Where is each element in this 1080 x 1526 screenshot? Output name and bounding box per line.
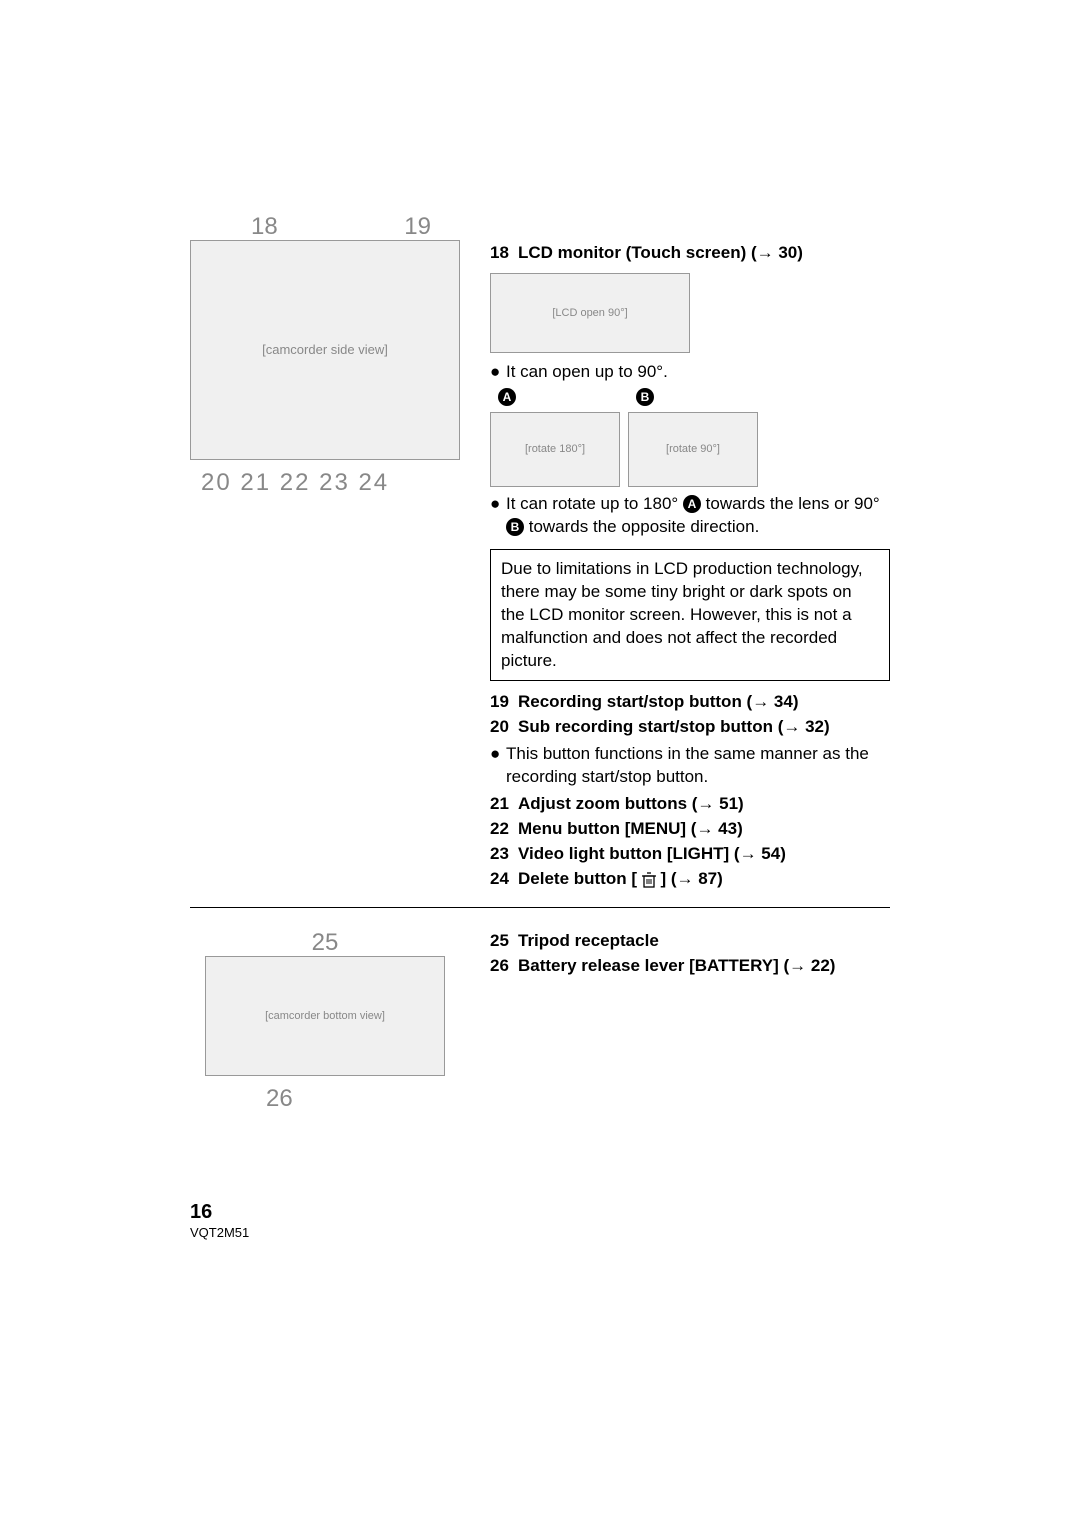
label-a-icon: A [498, 388, 516, 406]
item-19-text: Recording start/stop button (→ 34) [518, 691, 890, 714]
camcorder-bottom-diagram: [camcorder bottom view] 25 26 [205, 956, 445, 1076]
bottom-left-column: [camcorder bottom view] 25 26 [190, 928, 460, 1076]
item-19: 19 Recording start/stop button (→ 34) [490, 691, 890, 714]
item-22: 22 Menu button [MENU] (→ 43) [490, 818, 890, 841]
callout-18: 18 [251, 211, 278, 243]
item-20: 20 Sub recording start/stop button (→ 32… [490, 716, 890, 739]
page-number: 16 [190, 1199, 212, 1226]
trash-icon [642, 872, 656, 888]
rotate-line: ● It can rotate up to 180° A towards the… [490, 493, 890, 539]
item-22-text: Menu button [MENU] (→ 43) [518, 818, 890, 841]
inline-a-icon: A [683, 495, 701, 513]
item-22-number: 22 [490, 818, 518, 841]
rotate-diagram-pair: [rotate 180°] [rotate 90°] [490, 412, 890, 487]
camcorder-side-diagram: [camcorder side view] 18 19 20 21 22 23 … [190, 240, 460, 460]
item-25-number: 25 [490, 930, 518, 953]
label-b-icon: B [636, 388, 654, 406]
item-23: 23 Video light button [LIGHT] (→ 54) [490, 843, 890, 866]
rotate-b-diagram: [rotate 90°] [628, 412, 758, 487]
callout-top-row: 18 19 [251, 211, 431, 243]
item-26-number: 26 [490, 955, 518, 978]
open-90-line: ● It can open up to 90°. [490, 361, 890, 384]
callout-bottom-row: 20 21 22 23 24 [201, 467, 389, 499]
item-21-number: 21 [490, 793, 518, 816]
item-23-text: Video light button [LIGHT] (→ 54) [518, 843, 890, 866]
item-21: 21 Adjust zoom buttons (→ 51) [490, 793, 890, 816]
item-21-text: Adjust zoom buttons (→ 51) [518, 793, 890, 816]
rotate-text: It can rotate up to 180° A towards the l… [506, 493, 890, 539]
item-20-text: Sub recording start/stop button (→ 32) [518, 716, 890, 739]
item-19-number: 19 [490, 691, 518, 714]
ab-label-row: A B [498, 388, 890, 406]
right-column: 18 LCD monitor (Touch screen) (→ 30) [LC… [490, 240, 890, 893]
item-20-number: 20 [490, 716, 518, 739]
item-18: 18 LCD monitor (Touch screen) (→ 30) [490, 242, 890, 265]
open-90-text: It can open up to 90°. [506, 361, 668, 384]
section-divider [190, 907, 890, 908]
item-25: 25 Tripod receptacle [490, 930, 890, 953]
callout-19: 19 [404, 211, 431, 243]
item-24-text: Delete button [ ] (→ 87) [518, 868, 890, 891]
bottom-right-column: 25 Tripod receptacle 26 Battery release … [490, 928, 890, 1076]
doc-code: VQT2M51 [190, 1224, 249, 1242]
item-18-text: LCD monitor (Touch screen) (→ 30) [518, 242, 890, 265]
item-18-number: 18 [490, 242, 518, 265]
lcd-info-box: Due to limitations in LCD production tec… [490, 549, 890, 682]
callout-26: 26 [266, 1083, 293, 1115]
lcd-open-diagram: [LCD open 90°] [490, 273, 690, 353]
item-20-note-line: ● This button functions in the same mann… [490, 743, 890, 789]
main-columns: [camcorder side view] 18 19 20 21 22 23 … [190, 240, 890, 893]
item-20-note-text: This button functions in the same manner… [506, 743, 890, 789]
bullet-dot: ● [490, 743, 506, 789]
item-23-number: 23 [490, 843, 518, 866]
inline-b-icon: B [506, 518, 524, 536]
item-25-text: Tripod receptacle [518, 930, 890, 953]
bullet-dot: ● [490, 493, 506, 539]
bullet-dot: ● [490, 361, 506, 384]
left-column: [camcorder side view] 18 19 20 21 22 23 … [190, 240, 460, 893]
item-24: 24 Delete button [ ] (→ 87) [490, 868, 890, 891]
item-24-number: 24 [490, 868, 518, 891]
rotate-a-diagram: [rotate 180°] [490, 412, 620, 487]
item-26: 26 Battery release lever [BATTERY] (→ 22… [490, 955, 890, 978]
callout-25: 25 [312, 927, 339, 959]
bottom-section: [camcorder bottom view] 25 26 25 Tripod … [190, 928, 890, 1076]
item-26-text: Battery release lever [BATTERY] (→ 22) [518, 955, 890, 978]
